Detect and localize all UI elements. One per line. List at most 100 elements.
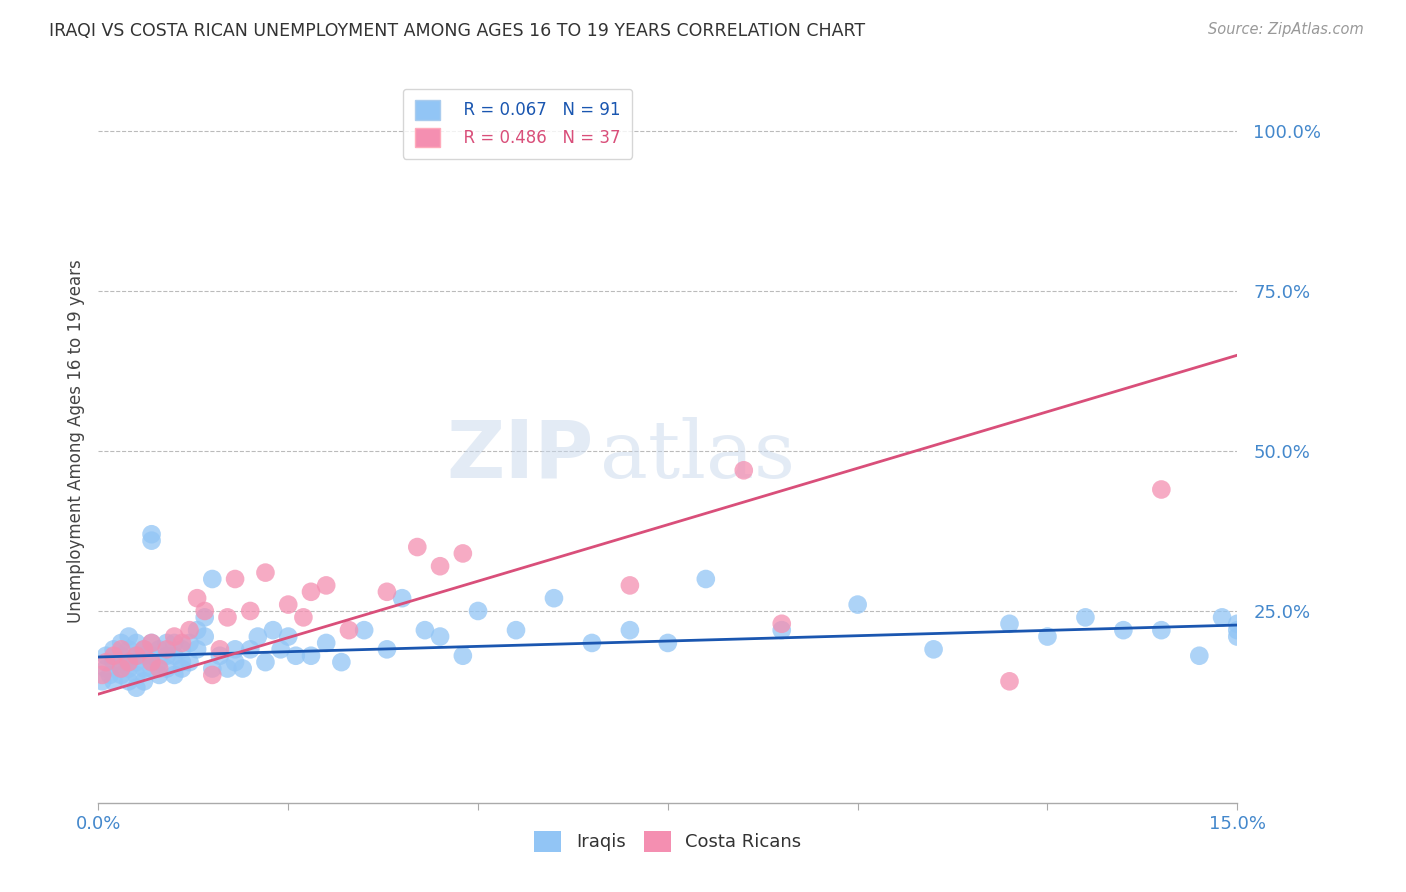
Point: [110, 648, 132, 663]
Point: [406, 540, 429, 554]
Point: [375, 642, 398, 657]
Point: [125, 668, 148, 682]
Point: [156, 636, 179, 650]
Point: [1211, 610, 1233, 624]
Point: [277, 598, 299, 612]
Point: [451, 648, 474, 663]
Point: [239, 642, 262, 657]
Point: [262, 623, 284, 637]
Point: [451, 546, 474, 560]
Point: [998, 674, 1021, 689]
Point: [125, 681, 148, 695]
Point: [208, 648, 231, 663]
Point: [94, 655, 117, 669]
Point: [141, 636, 163, 650]
Point: [163, 648, 186, 663]
Point: [224, 655, 246, 669]
Point: [118, 661, 141, 675]
Point: [156, 642, 179, 657]
Point: [170, 655, 193, 669]
Point: [232, 661, 254, 675]
Point: [217, 610, 239, 624]
Point: [467, 604, 489, 618]
Point: [103, 642, 125, 657]
Point: [201, 572, 224, 586]
Text: ZIP: ZIP: [447, 417, 593, 495]
Point: [299, 584, 322, 599]
Point: [337, 623, 360, 637]
Point: [770, 616, 793, 631]
Point: [315, 636, 337, 650]
Point: [619, 623, 641, 637]
Point: [1226, 630, 1249, 644]
Point: [132, 642, 155, 657]
Point: [315, 578, 337, 592]
Point: [141, 648, 163, 663]
Point: [156, 648, 179, 663]
Point: [98, 668, 121, 682]
Point: [148, 661, 170, 675]
Point: [1112, 623, 1135, 637]
Text: IRAQI VS COSTA RICAN UNEMPLOYMENT AMONG AGES 16 TO 19 YEARS CORRELATION CHART: IRAQI VS COSTA RICAN UNEMPLOYMENT AMONG …: [49, 22, 865, 40]
Point: [246, 630, 269, 644]
Point: [91, 668, 114, 682]
Point: [413, 623, 436, 637]
Point: [922, 642, 945, 657]
Point: [619, 578, 641, 592]
Point: [186, 642, 208, 657]
Point: [186, 623, 208, 637]
Point: [179, 636, 201, 650]
Point: [94, 661, 117, 675]
Point: [141, 527, 163, 541]
Point: [110, 661, 132, 675]
Point: [770, 623, 793, 637]
Point: [132, 661, 155, 675]
Point: [170, 636, 193, 650]
Text: atlas: atlas: [599, 417, 794, 495]
Point: [132, 648, 155, 663]
Point: [224, 642, 246, 657]
Point: [208, 642, 231, 657]
Point: [1036, 630, 1059, 644]
Point: [201, 668, 224, 682]
Point: [148, 655, 170, 669]
Point: [998, 616, 1021, 631]
Point: [254, 655, 277, 669]
Point: [118, 630, 141, 644]
Point: [118, 655, 141, 669]
Point: [505, 623, 527, 637]
Point: [1074, 610, 1097, 624]
Point: [1188, 648, 1211, 663]
Point: [581, 636, 603, 650]
Point: [118, 642, 141, 657]
Point: [148, 668, 170, 682]
Point: [194, 610, 217, 624]
Point: [201, 661, 224, 675]
Point: [163, 636, 186, 650]
Point: [186, 591, 208, 606]
Point: [239, 604, 262, 618]
Point: [141, 661, 163, 675]
Point: [179, 623, 201, 637]
Point: [125, 648, 148, 663]
Point: [846, 598, 869, 612]
Point: [1226, 616, 1249, 631]
Y-axis label: Unemployment Among Ages 16 to 19 years: Unemployment Among Ages 16 to 19 years: [66, 260, 84, 624]
Point: [118, 655, 141, 669]
Point: [170, 661, 193, 675]
Point: [224, 572, 246, 586]
Point: [148, 642, 170, 657]
Point: [277, 630, 299, 644]
Point: [110, 661, 132, 675]
Point: [1150, 623, 1173, 637]
Text: Source: ZipAtlas.com: Source: ZipAtlas.com: [1208, 22, 1364, 37]
Point: [125, 636, 148, 650]
Point: [110, 668, 132, 682]
Point: [91, 674, 114, 689]
Point: [132, 674, 155, 689]
Point: [110, 642, 132, 657]
Point: [375, 584, 398, 599]
Point: [429, 630, 451, 644]
Point: [141, 636, 163, 650]
Point: [103, 655, 125, 669]
